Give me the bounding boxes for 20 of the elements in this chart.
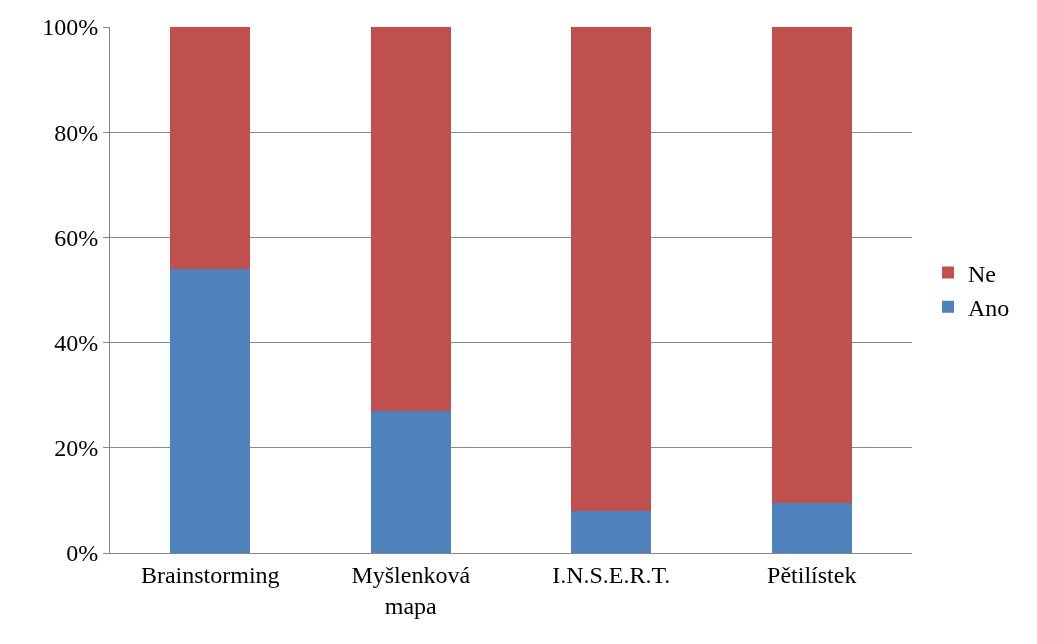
- bar: [571, 510, 652, 553]
- y-tick-label: 20%: [54, 435, 99, 462]
- bar: [370, 410, 451, 553]
- y-tick-label: 100%: [42, 14, 99, 41]
- bar: [170, 268, 251, 553]
- y-tick-label: 0%: [66, 540, 99, 567]
- x-tick-label: Brainstorming: [140, 561, 280, 588]
- legend-label: Ano: [968, 295, 1010, 322]
- x-tick-label: Myšlenková mapa: [351, 561, 471, 619]
- bar: [170, 27, 251, 269]
- x-tick-label: I.N.S.E.R.T.: [552, 561, 671, 588]
- y-tick-label: 60%: [54, 224, 99, 251]
- legend-label: Ne: [968, 260, 997, 287]
- bar: [771, 503, 852, 553]
- bar: [370, 27, 451, 411]
- y-tick-label: 40%: [54, 330, 99, 356]
- y-tick-label: 80%: [54, 119, 99, 146]
- bar: [571, 27, 652, 511]
- bar: [771, 27, 852, 504]
- x-tick-label: Pětilístek: [767, 561, 857, 588]
